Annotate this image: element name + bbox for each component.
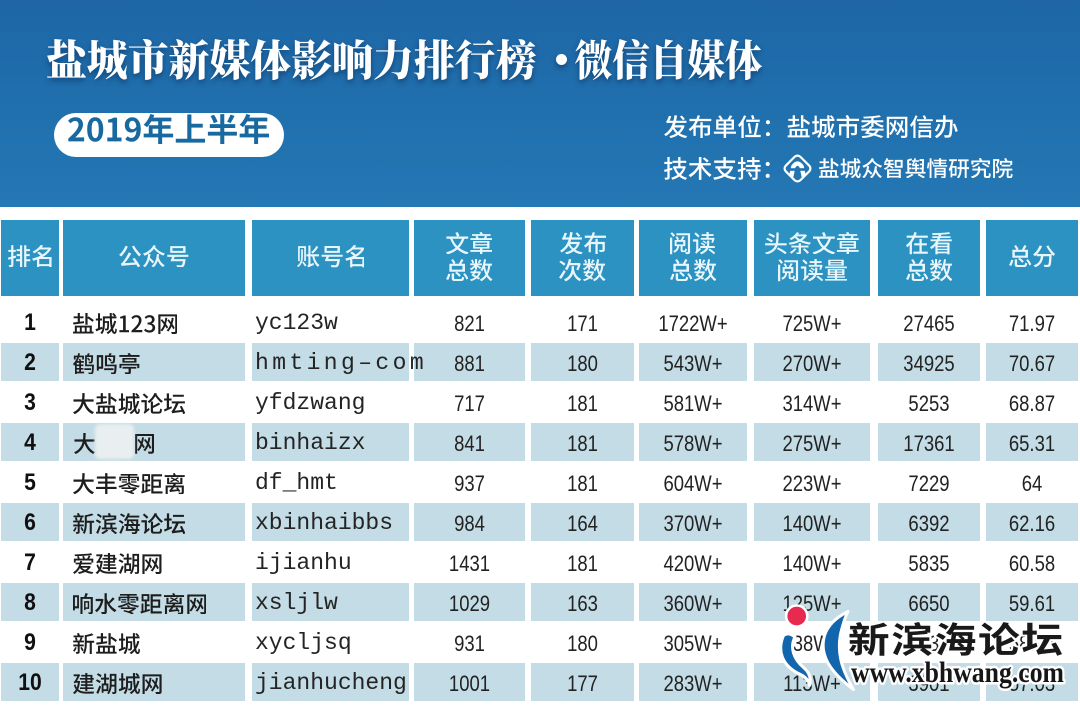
svg-text:www.xbhwang.com: www.xbhwang.com — [851, 656, 1064, 689]
